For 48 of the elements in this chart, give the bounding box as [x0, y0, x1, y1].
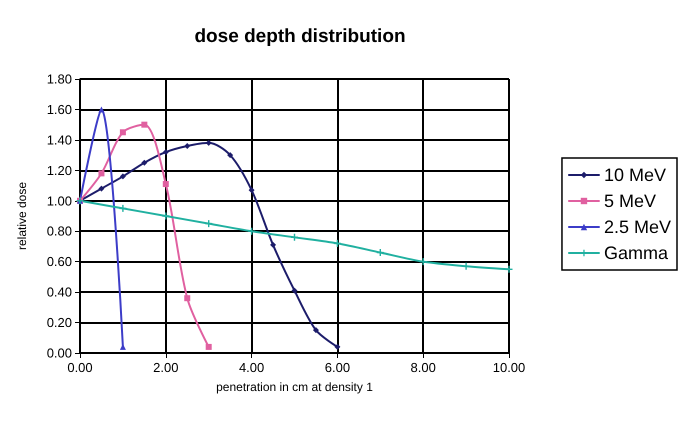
y-tick-label: 1.60 [46, 102, 72, 117]
point [119, 204, 126, 212]
point [291, 234, 298, 241]
x-tick-label: 8.00 [410, 360, 436, 375]
point [248, 228, 256, 235]
y-tick-label: 0.40 [46, 284, 72, 300]
x-tick-label: 2.00 [153, 360, 178, 375]
point [227, 152, 234, 158]
point [120, 129, 126, 136]
x-tick-label: 0.00 [67, 360, 93, 375]
point [270, 242, 276, 248]
point [420, 258, 427, 266]
chart-title: dose depth distribution [194, 26, 406, 47]
point [162, 149, 169, 156]
point [98, 170, 104, 176]
x-axis-title: penetration in cm at density 1 [216, 380, 374, 394]
legend-label: 10 MeV [604, 165, 666, 185]
point [184, 142, 190, 149]
x-tick-label: 4.00 [238, 360, 264, 375]
y-tick-label: 1.80 [46, 72, 72, 86]
point [162, 181, 169, 188]
x-tick-label: 10.00 [492, 360, 526, 375]
point [334, 240, 341, 247]
y-tick-label: 0.80 [46, 224, 72, 239]
point [312, 327, 319, 334]
point [141, 122, 148, 128]
point [376, 249, 384, 256]
point [162, 212, 170, 220]
point [98, 186, 104, 192]
point [292, 288, 298, 294]
legend-label: 5 MeV [604, 191, 656, 211]
y-tick-label: 0.60 [46, 254, 72, 270]
point [184, 295, 190, 302]
point [248, 187, 255, 194]
y-tick-label: 0.20 [46, 315, 72, 330]
point [206, 344, 212, 350]
y-tick-label: 1.40 [46, 132, 72, 148]
point [120, 173, 126, 180]
legend-label: 2.5 MeV [604, 217, 672, 237]
point [141, 160, 148, 166]
y-tick-label: 1.20 [46, 162, 72, 178]
y-axis-title: relative dose [15, 182, 29, 250]
y-tick-label: 0.00 [46, 346, 72, 360]
point [334, 344, 340, 350]
y-tick-label: 1.00 [46, 193, 72, 208]
legend-label: Gamma [604, 243, 669, 263]
point [205, 220, 212, 228]
x-tick-label: 6.00 [324, 360, 350, 375]
